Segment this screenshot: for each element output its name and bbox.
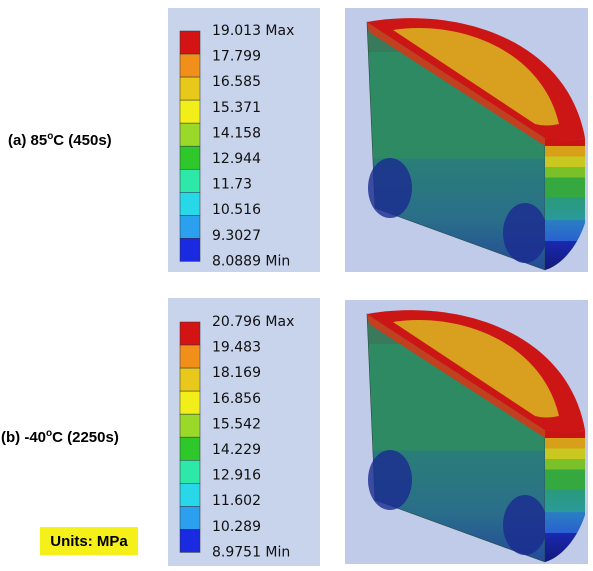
legend-swatch [180, 238, 200, 261]
legend-label: 14.158 [212, 125, 261, 141]
legend-swatch [180, 368, 200, 391]
legend-label: 19.013 Max [212, 23, 294, 39]
legend-label: 16.585 [212, 74, 261, 90]
legend-swatch [180, 215, 200, 238]
panel-label: (b) -40oC (2250s) [1, 428, 119, 446]
legend-label: 8.0889 Min [212, 253, 290, 269]
legend-label: 8.9751 Min [212, 544, 290, 560]
legend-label: 11.73 [212, 177, 252, 193]
legend-label: 10.289 [212, 519, 261, 535]
legend-swatch [180, 146, 200, 169]
figure: (a) 85oC (450s) (b) -40oC (2250s) Units:… [0, 0, 593, 571]
legend-swatch [180, 391, 200, 414]
legend-label: 20.796 Max [212, 314, 294, 330]
legend-label: 17.799 [212, 49, 261, 65]
label-text: C (450s) [53, 132, 111, 149]
legend-swatch [180, 414, 200, 437]
legend-label: 12.916 [212, 468, 261, 484]
legend-label: 19.483 [212, 340, 261, 356]
legend-swatch [180, 529, 200, 552]
legend-swatch [180, 77, 200, 100]
legend-swatch [180, 192, 200, 215]
legend-swatch [180, 100, 200, 123]
legend-label: 11.602 [212, 493, 261, 509]
legend-label: 15.371 [212, 100, 261, 116]
legend-swatch [180, 322, 200, 345]
label-text: C (2250s) [52, 429, 119, 446]
legend-swatch [180, 460, 200, 483]
legend-swatch [180, 31, 200, 54]
legend-swatch [180, 123, 200, 146]
stress-render [345, 300, 588, 564]
label-text: (b) -40 [1, 429, 46, 446]
legend-label: 15.542 [212, 416, 261, 432]
legend-swatch [180, 506, 200, 529]
panel-label: (a) 85oC (450s) [8, 131, 112, 149]
legend-label: 10.516 [212, 202, 261, 218]
stress-render [345, 8, 588, 272]
legend-swatch [180, 483, 200, 506]
legend-swatch [180, 345, 200, 368]
legend-label: 9.3027 [212, 228, 261, 244]
legend-swatch [180, 437, 200, 460]
legend-label: 18.169 [212, 365, 261, 381]
legend-swatch [180, 54, 200, 77]
legend-label: 12.944 [212, 151, 261, 167]
legend-label: 16.856 [212, 391, 261, 407]
legend-label: 14.229 [212, 442, 261, 458]
label-text: (a) 85 [8, 132, 47, 149]
units: Units: MPa [50, 533, 128, 550]
legend-swatch [180, 169, 200, 192]
